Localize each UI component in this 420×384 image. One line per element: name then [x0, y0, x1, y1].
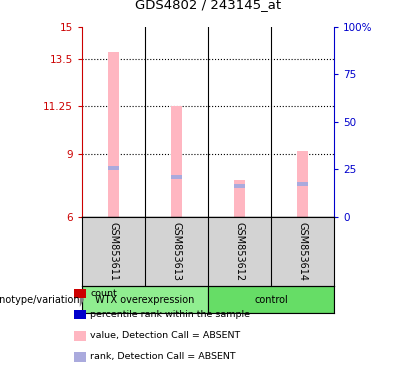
Bar — [234, 184, 245, 188]
Text: GDS4802 / 243145_at: GDS4802 / 243145_at — [135, 0, 281, 12]
Text: control: control — [254, 295, 288, 305]
Bar — [108, 52, 119, 217]
Text: genotype/variation: genotype/variation — [0, 295, 80, 305]
Bar — [297, 152, 308, 217]
Bar — [82, 286, 208, 313]
Text: GSM853614: GSM853614 — [297, 222, 307, 281]
Bar — [297, 182, 308, 186]
Text: percentile rank within the sample: percentile rank within the sample — [90, 310, 250, 319]
Text: rank, Detection Call = ABSENT: rank, Detection Call = ABSENT — [90, 352, 236, 361]
Bar — [234, 180, 245, 217]
Bar — [171, 106, 182, 217]
Text: GSM853612: GSM853612 — [234, 222, 244, 281]
Bar — [171, 175, 182, 179]
Text: GSM853611: GSM853611 — [108, 222, 118, 281]
Text: GSM853613: GSM853613 — [171, 222, 181, 281]
Text: WTX overexpression: WTX overexpression — [95, 295, 194, 305]
Bar — [108, 167, 119, 170]
Text: value, Detection Call = ABSENT: value, Detection Call = ABSENT — [90, 331, 241, 340]
Text: count: count — [90, 289, 117, 298]
Bar — [208, 286, 334, 313]
